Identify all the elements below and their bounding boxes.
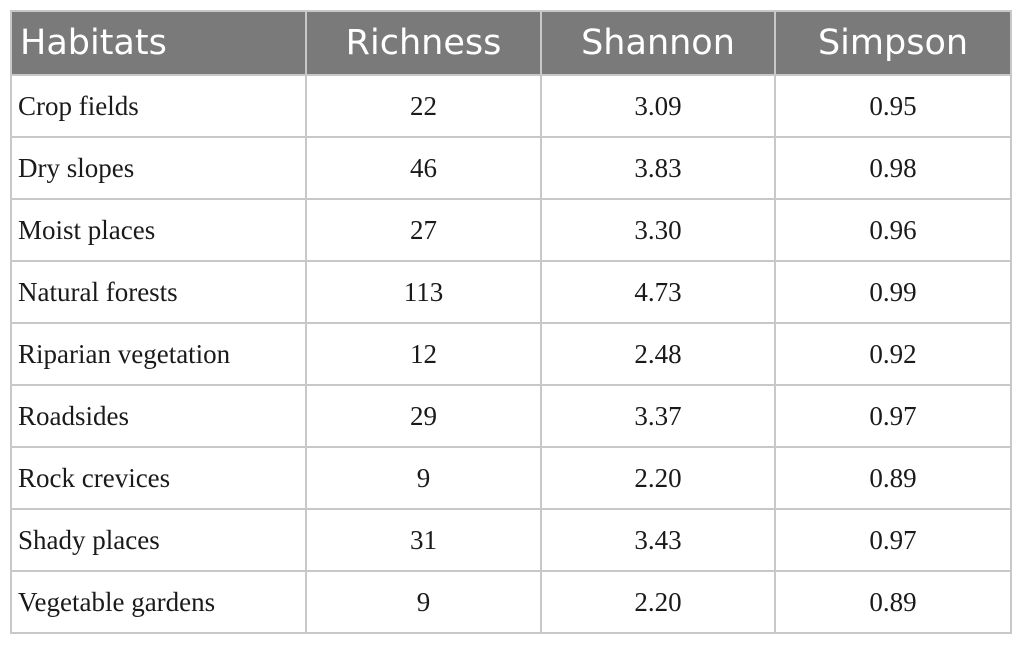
shannon-cell: 2.20 [540,570,776,634]
richness-cell: 22 [305,74,542,138]
shannon-cell: 3.30 [540,198,776,262]
table-row: Rock crevices 9 2.20 0.89 [10,446,1012,510]
richness-cell: 29 [305,384,542,448]
richness-cell: 31 [305,508,542,572]
richness-cell: 113 [305,260,542,324]
habitat-cell: Vegetable gardens [10,570,307,634]
shannon-cell: 4.73 [540,260,776,324]
table-row: Dry slopes 46 3.83 0.98 [10,136,1012,200]
simpson-cell: 0.96 [774,198,1012,262]
richness-cell: 9 [305,446,542,510]
header-richness: Richness [305,10,542,76]
shannon-cell: 2.20 [540,446,776,510]
habitat-cell: Shady places [10,508,307,572]
shannon-cell: 3.83 [540,136,776,200]
simpson-cell: 0.92 [774,322,1012,386]
habitat-cell: Dry slopes [10,136,307,200]
header-row: Habitats Richness Shannon Simpson [10,10,1012,76]
richness-cell: 46 [305,136,542,200]
simpson-cell: 0.98 [774,136,1012,200]
table-row: Moist places 27 3.30 0.96 [10,198,1012,262]
simpson-cell: 0.99 [774,260,1012,324]
table-row: Natural forests 113 4.73 0.99 [10,260,1012,324]
simpson-cell: 0.95 [774,74,1012,138]
diversity-table: Habitats Richness Shannon Simpson Crop f… [10,10,1012,634]
shannon-cell: 3.43 [540,508,776,572]
habitat-cell: Crop fields [10,74,307,138]
richness-cell: 12 [305,322,542,386]
table-row: Riparian vegetation 12 2.48 0.92 [10,322,1012,386]
simpson-cell: 0.89 [774,446,1012,510]
table-row: Shady places 31 3.43 0.97 [10,508,1012,572]
simpson-cell: 0.89 [774,570,1012,634]
shannon-cell: 3.37 [540,384,776,448]
table-body: Crop fields 22 3.09 0.95 Dry slopes 46 3… [10,74,1012,634]
simpson-cell: 0.97 [774,508,1012,572]
table-container: Habitats Richness Shannon Simpson Crop f… [10,10,1012,634]
habitat-cell: Natural forests [10,260,307,324]
shannon-cell: 2.48 [540,322,776,386]
header-simpson: Simpson [774,10,1012,76]
richness-cell: 9 [305,570,542,634]
richness-cell: 27 [305,198,542,262]
simpson-cell: 0.97 [774,384,1012,448]
habitat-cell: Riparian vegetation [10,322,307,386]
header-habitats: Habitats [10,10,307,76]
shannon-cell: 3.09 [540,74,776,138]
table-row: Crop fields 22 3.09 0.95 [10,74,1012,138]
header-shannon: Shannon [540,10,776,76]
table-row: Roadsides 29 3.37 0.97 [10,384,1012,448]
habitat-cell: Roadsides [10,384,307,448]
table-row: Vegetable gardens 9 2.20 0.89 [10,570,1012,634]
habitat-cell: Rock crevices [10,446,307,510]
habitat-cell: Moist places [10,198,307,262]
table-header: Habitats Richness Shannon Simpson [10,10,1012,76]
